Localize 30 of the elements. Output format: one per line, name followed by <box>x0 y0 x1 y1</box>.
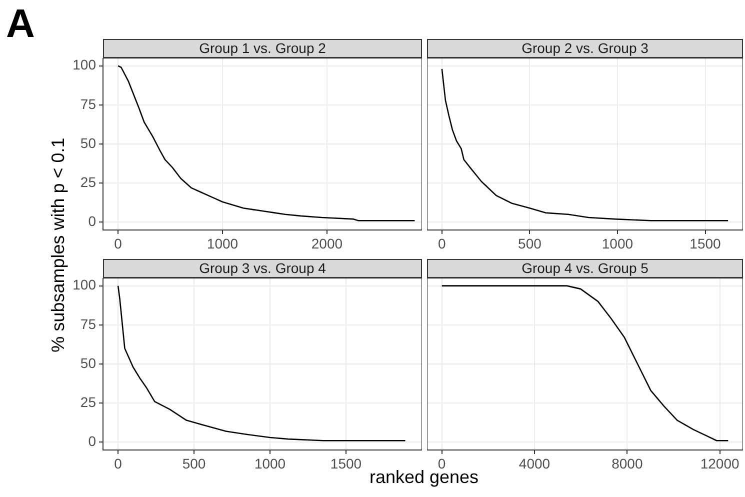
y-tick-label: 75 <box>80 96 96 112</box>
chart-title: Group 4 vs. Group 5 <box>427 259 743 278</box>
x-tick-label: 1500 <box>690 235 722 252</box>
chart-title: Group 2 vs. Group 3 <box>427 39 743 58</box>
x-tick-label: 1500 <box>330 455 362 472</box>
x-tick-label: 1000 <box>254 455 286 472</box>
x-tick-label: 4000 <box>518 455 550 472</box>
x-tick-label: 12000 <box>700 455 740 472</box>
x-tick-label: 0 <box>438 235 446 252</box>
y-tick-label: 50 <box>80 354 96 371</box>
x-tick-label: 1000 <box>206 235 238 252</box>
text: A <box>6 2 35 46</box>
y-tick-label: 25 <box>80 394 96 410</box>
y-tick-label: 0 <box>88 433 96 450</box>
y-tick-label: 100 <box>72 56 96 73</box>
y-axis-title: % subsamples with p < 0.1 <box>48 136 69 354</box>
y-tick-label: 100 <box>72 276 96 293</box>
x-tick-label: 2000 <box>311 235 343 252</box>
chart-title: Group 1 vs. Group 2 <box>103 39 422 58</box>
y-tick-label: 25 <box>80 174 96 190</box>
x-tick-label: 0 <box>114 455 122 472</box>
x-tick-label: 500 <box>518 235 542 252</box>
y-tick-label: 0 <box>88 213 96 230</box>
x-tick-label: 1000 <box>602 235 634 252</box>
x-tick-label: 500 <box>182 455 206 472</box>
x-tick-label: 0 <box>114 235 122 252</box>
y-tick-label: 50 <box>80 134 96 151</box>
x-tick-label: 8000 <box>612 455 643 472</box>
chart-title: Group 3 vs. Group 4 <box>103 259 422 278</box>
y-tick-label: 75 <box>80 316 96 332</box>
